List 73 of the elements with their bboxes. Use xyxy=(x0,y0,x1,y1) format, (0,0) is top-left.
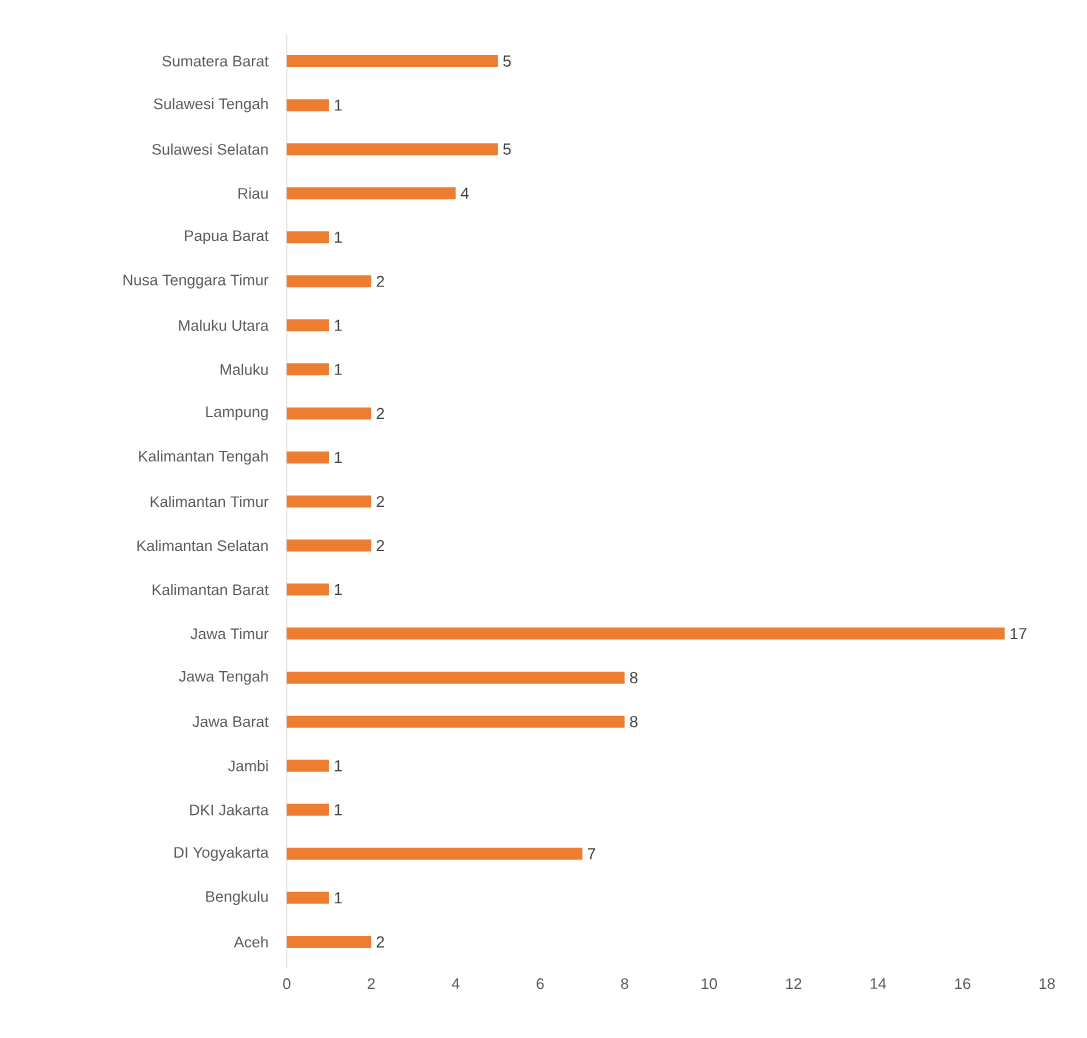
y-tick-label: Maluku xyxy=(220,363,268,376)
y-tick-label: Jawa Tengah xyxy=(178,670,268,685)
bar xyxy=(286,539,372,552)
bar xyxy=(286,627,1005,640)
x-tick-label: 0 xyxy=(283,978,291,990)
y-tick-label: DKI Jakarta xyxy=(190,804,269,816)
data-label: 8 xyxy=(630,716,638,728)
bar xyxy=(286,671,625,684)
data-label: 2 xyxy=(376,408,384,420)
data-label: 17 xyxy=(1010,628,1027,640)
data-label: 8 xyxy=(630,672,638,684)
data-label: 2 xyxy=(376,275,384,288)
data-label: 1 xyxy=(334,452,342,464)
data-label: 1 xyxy=(334,364,342,376)
y-tick-label: Kalimantan Tengah xyxy=(139,450,268,465)
x-tick-label: 4 xyxy=(451,978,460,990)
bar xyxy=(286,363,329,376)
bar xyxy=(286,936,372,949)
data-label: 1 xyxy=(334,99,342,111)
data-label: 5 xyxy=(503,55,511,67)
y-tick-label: Jawa Timur xyxy=(190,628,269,640)
data-label: 2 xyxy=(376,540,384,552)
y-tick-label: Kalimantan Selatan xyxy=(137,540,268,552)
x-tick-label: 12 xyxy=(786,978,802,990)
data-label: 1 xyxy=(334,320,342,331)
y-tick-label: Sulawesi Tengah xyxy=(153,98,268,113)
data-label: 5 xyxy=(503,143,511,155)
y-tick-label: Bengkulu xyxy=(206,890,268,906)
data-label: 1 xyxy=(334,584,342,596)
data-label: 2 xyxy=(376,496,384,508)
y-tick-label: Jambi xyxy=(228,760,268,772)
data-label: 7 xyxy=(587,848,596,860)
bar xyxy=(286,892,329,905)
bar xyxy=(286,451,329,464)
y-tick-label: Kalimantan Barat xyxy=(152,584,269,596)
bar xyxy=(286,583,329,596)
x-tick-label: 16 xyxy=(955,978,971,990)
bar xyxy=(286,407,372,420)
y-tick-label: Aceh xyxy=(233,936,268,948)
data-label: 4 xyxy=(460,187,469,199)
bar xyxy=(286,55,498,68)
data-label: 1 xyxy=(334,804,342,816)
bar xyxy=(286,275,372,288)
x-tick-label: 18 xyxy=(1039,978,1055,990)
x-tick-label: 2 xyxy=(367,978,375,990)
y-tick-label: DI Yogyakarta xyxy=(174,846,269,862)
bar xyxy=(286,715,625,728)
bar xyxy=(286,99,329,112)
y-tick-label: Jawa Barat xyxy=(192,716,269,728)
bar xyxy=(286,143,498,156)
data-label: 2 xyxy=(376,936,384,948)
bar xyxy=(286,231,329,244)
bar xyxy=(286,759,329,772)
data-label: 1 xyxy=(334,231,342,243)
y-tick-label: Lampung xyxy=(206,406,268,421)
bar xyxy=(286,319,329,332)
y-tick-label: Riau xyxy=(238,187,268,199)
bar xyxy=(286,847,583,860)
data-label: 1 xyxy=(334,760,342,772)
y-tick-label: Maluku Utara xyxy=(179,319,269,332)
bar xyxy=(286,803,329,816)
y-tick-label: Sumatera Barat xyxy=(162,55,269,67)
bar xyxy=(286,495,372,508)
data-label: 1 xyxy=(334,892,342,904)
y-tick-label: Kalimantan Timur xyxy=(150,496,269,508)
bar xyxy=(286,187,456,200)
y-tick-label: Sulawesi Selatan xyxy=(152,143,268,155)
x-tick-label: 8 xyxy=(621,978,629,990)
x-tick-label: 6 xyxy=(536,978,544,990)
y-tick-label: Nusa Tenggara Timur xyxy=(123,274,269,289)
x-tick-label: 14 xyxy=(870,978,887,990)
x-tick-label: 10 xyxy=(701,978,717,990)
y-tick-label: Papua Barat xyxy=(185,230,269,245)
